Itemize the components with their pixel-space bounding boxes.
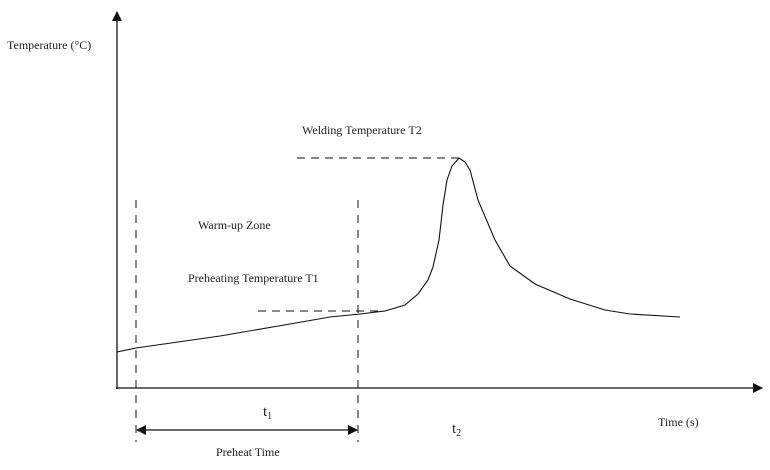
- welding-temperature-label: Welding Temperature T2: [302, 123, 422, 137]
- t2-sub: 2: [456, 428, 462, 439]
- t1-sub: 1: [267, 411, 273, 422]
- preheat-time-label: Preheat Time: [216, 445, 280, 459]
- t2-label: t2: [452, 421, 461, 439]
- warmup-zone-label: Warm-up Zone: [198, 218, 271, 232]
- temperature-curve: [116, 157, 681, 353]
- x-axis-label: Time (s): [658, 415, 699, 429]
- t1-label: t1: [263, 404, 272, 422]
- t1-base: t: [263, 404, 268, 420]
- y-axis-label: Temperature (°C): [7, 38, 92, 52]
- preheating-temperature-label: Preheating Temperature T1: [188, 271, 319, 285]
- t2-base: t: [452, 421, 457, 437]
